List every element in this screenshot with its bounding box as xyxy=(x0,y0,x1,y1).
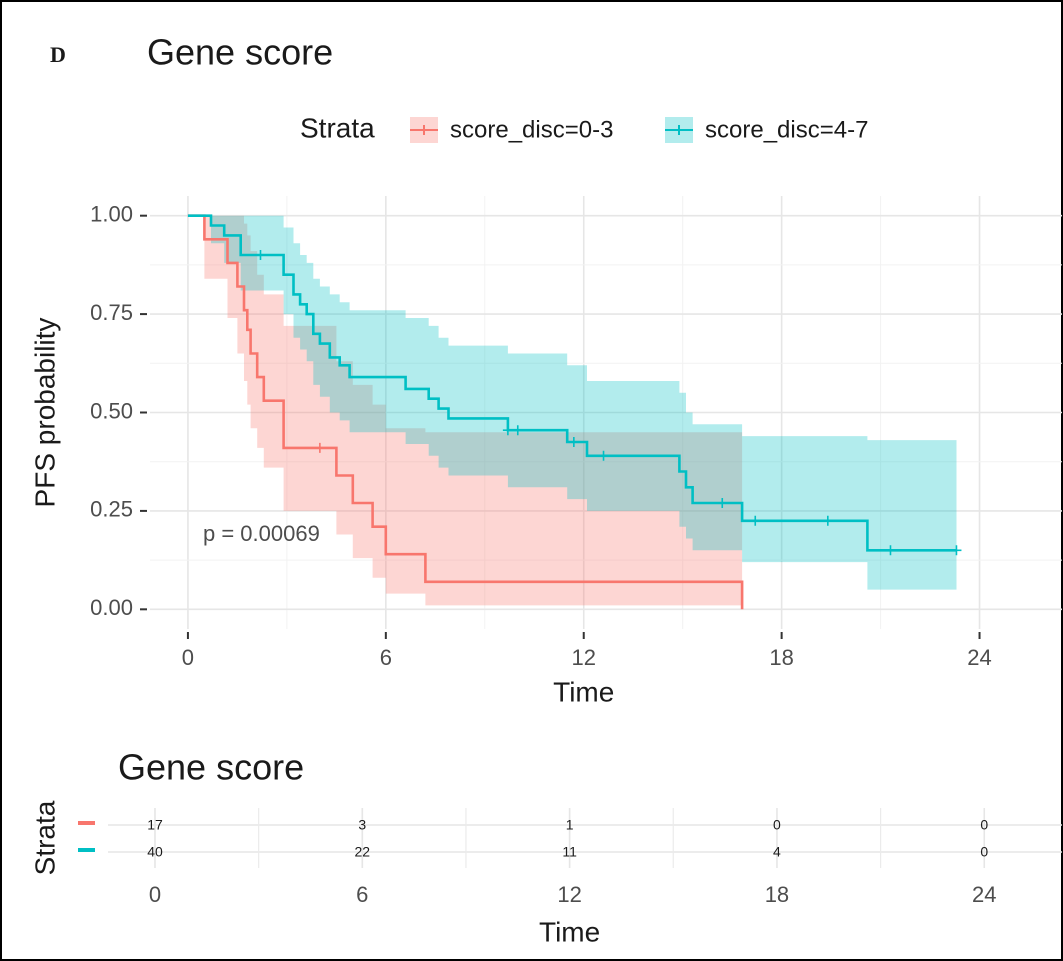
y-axis-title: PFS probability xyxy=(29,318,60,508)
x-tick-label: 18 xyxy=(765,882,789,907)
x-tick-label: 0 xyxy=(182,645,194,670)
legend-key-line xyxy=(665,125,693,135)
risk-count: 4 xyxy=(773,844,781,860)
censor-mark xyxy=(502,425,513,436)
survival-line xyxy=(187,214,957,552)
risk-count: 0 xyxy=(773,817,781,833)
risk-count: 40 xyxy=(147,844,163,860)
censor-mark xyxy=(314,442,325,453)
censor-mark xyxy=(568,437,579,448)
x-tick-label: 24 xyxy=(972,882,996,907)
legend-label: score_disc=0-3 xyxy=(450,116,613,143)
censor-mark xyxy=(717,498,728,509)
confidence-band xyxy=(187,215,957,590)
confidence-band xyxy=(187,215,743,610)
y-tick-label: 0.00 xyxy=(90,595,133,620)
x-tick-label: 0 xyxy=(149,882,161,907)
censor-mark xyxy=(750,515,761,526)
risk-count: 11 xyxy=(562,844,577,860)
y-tick-label: 1.00 xyxy=(90,201,133,226)
survival-line xyxy=(187,214,744,610)
x-tick-label: 6 xyxy=(380,645,392,670)
risk-count: 3 xyxy=(358,817,366,833)
panel-label: D xyxy=(50,42,66,67)
risk-count: 17 xyxy=(147,817,163,833)
legend-title: Strata xyxy=(300,112,375,143)
x-axis-title: Time xyxy=(553,676,614,707)
x-tick-label: 6 xyxy=(356,882,368,907)
censor-mark xyxy=(951,545,962,556)
y-tick-label: 0.25 xyxy=(90,497,133,522)
censor-mark xyxy=(885,545,896,556)
risk-count: 0 xyxy=(980,844,988,860)
chart-title: Gene score xyxy=(147,32,333,73)
risk-count: 22 xyxy=(355,844,371,860)
y-axis-title: Strata xyxy=(29,800,60,875)
censor-mark xyxy=(512,425,523,436)
legend-label: score_disc=4-7 xyxy=(705,116,868,143)
legend-key-line xyxy=(410,125,438,135)
annotation: p = 0.00069 xyxy=(203,521,320,546)
y-tick-label: 0.50 xyxy=(90,398,133,423)
x-tick-label: 24 xyxy=(967,645,991,670)
censor-mark xyxy=(822,515,833,526)
table-title: Gene score xyxy=(118,747,304,788)
x-tick-label: 12 xyxy=(557,882,581,907)
y-tick-label: 0.75 xyxy=(90,300,133,325)
x-axis-title: Time xyxy=(539,916,600,947)
x-tick-label: 18 xyxy=(769,645,793,670)
x-tick-label: 12 xyxy=(571,645,595,670)
risk-count: 0 xyxy=(980,817,988,833)
risk-count: 1 xyxy=(566,817,574,833)
censor-mark xyxy=(598,450,609,461)
censor-mark xyxy=(255,250,266,261)
